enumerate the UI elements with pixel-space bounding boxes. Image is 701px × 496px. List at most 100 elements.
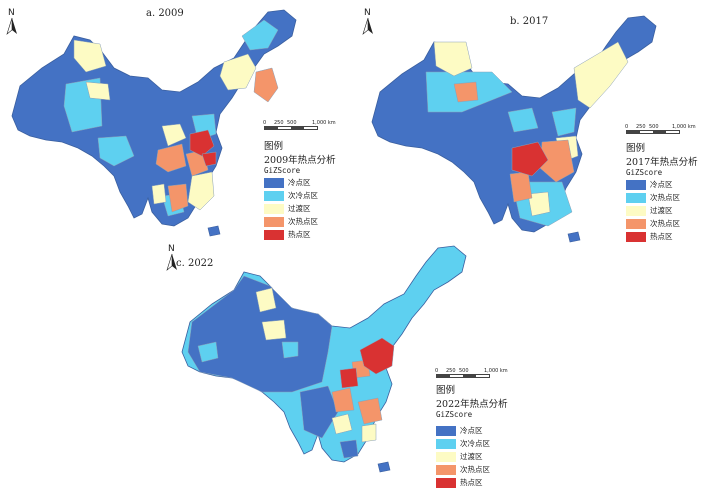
- legend-swatch: [436, 426, 456, 436]
- legend-label: 热点区: [288, 230, 311, 239]
- region-island: [567, 231, 581, 243]
- legend-title: 图例: [264, 141, 284, 152]
- region-subcold: [197, 341, 219, 363]
- region-subcold: [281, 341, 299, 359]
- legend-swatch: [436, 452, 456, 462]
- region-hot: [511, 141, 549, 177]
- scale-tick: 0: [263, 120, 267, 126]
- region-transition: [573, 41, 629, 109]
- region-transition: [331, 413, 353, 435]
- region-transition: [85, 81, 111, 101]
- scale-bar-graphic: [436, 374, 490, 378]
- north-arrow: N: [166, 244, 180, 271]
- legend-field: GiZScore: [626, 168, 663, 177]
- region-transition: [433, 41, 473, 77]
- region-cold: [339, 439, 359, 459]
- legend-swatch: [264, 230, 284, 240]
- region-cold: [187, 275, 333, 393]
- legend-subtitle: 2009年热点分析: [264, 155, 336, 166]
- scale-tick: 500: [287, 120, 297, 126]
- legend-label: 热点区: [460, 478, 483, 487]
- legend-label: 次热点区: [650, 219, 680, 228]
- north-label: N: [8, 8, 15, 18]
- choropleth-map: [371, 15, 657, 243]
- legend-label: 冷点区: [288, 178, 311, 187]
- scale-bar: 0 250 500 1,000 km: [263, 120, 336, 130]
- north-arrow-icon: [6, 17, 17, 35]
- panel-title: b. 2017: [510, 16, 549, 27]
- legend-swatch: [626, 180, 646, 190]
- legend-label: 热点区: [650, 232, 673, 241]
- scale-tick: 250: [446, 368, 456, 374]
- legend-label: 冷点区: [650, 180, 673, 189]
- scale-tick: 0: [435, 368, 439, 374]
- legend-label: 次热点区: [288, 217, 318, 226]
- choropleth-map: [181, 245, 467, 473]
- scale-tick: 250: [636, 124, 646, 130]
- scale-tick: 1,000 km: [484, 368, 508, 374]
- legend-swatch: [626, 193, 646, 203]
- region-transition: [151, 183, 167, 205]
- map-legend: 图例 2009年热点分析 GiZScore 冷点区 次冷点区 过渡区 次热点区 …: [264, 138, 354, 248]
- region-subcold: [507, 107, 539, 133]
- legend-swatch: [626, 206, 646, 216]
- region-hot: [201, 151, 217, 167]
- legend-swatch: [264, 217, 284, 227]
- map-panel-2017: N b. 2017 0 250 500 1,000 km 图例 2017年热点分…: [354, 0, 701, 255]
- region-subhot: [167, 183, 189, 213]
- region-subhot: [331, 387, 355, 413]
- legend-swatch: [436, 465, 456, 475]
- legend-swatch: [264, 204, 284, 214]
- region-subcold: [97, 135, 135, 167]
- legend-label: 次冷点区: [460, 439, 490, 448]
- map-legend: 图例 2022年热点分析 GiZScore 冷点区 次冷点区 过渡区 次热点区 …: [436, 382, 526, 494]
- scale-bar-graphic: [626, 130, 680, 134]
- region-cold: [299, 385, 339, 439]
- scale-bar-graphic: [264, 126, 318, 130]
- legend-field: GiZScore: [264, 166, 301, 175]
- legend-swatch: [436, 478, 456, 488]
- island: [207, 225, 221, 237]
- legend-swatch: [626, 232, 646, 242]
- legend-field: GiZScore: [436, 410, 473, 419]
- region-transition: [219, 53, 257, 91]
- scale-tick: 500: [649, 124, 659, 130]
- legend-label: 次热点区: [460, 465, 490, 474]
- region-hot: [339, 367, 359, 389]
- region-subhot: [253, 67, 279, 103]
- scale-tick: 0: [625, 124, 629, 130]
- region-transition: [187, 171, 215, 211]
- north-arrow: N: [362, 8, 376, 35]
- map-panel-2022: N c. 2022 0 250 500 1,000 km 图例 2022年热点分…: [160, 240, 701, 496]
- region-transition: [361, 423, 377, 443]
- north-arrow: N: [6, 8, 20, 35]
- region-subhot: [509, 171, 533, 203]
- legend-label: 冷点区: [460, 426, 483, 435]
- region-hot: [359, 337, 395, 375]
- map-legend: 图例 2017年热点分析 GiZScore 冷点区 次热点区 过渡区 次热点区 …: [626, 140, 700, 250]
- legend-subtitle: 2017年热点分析: [626, 157, 698, 168]
- legend-label: 过渡区: [460, 452, 483, 461]
- scale-tick: 1,000 km: [312, 120, 336, 126]
- region-subhot: [155, 143, 187, 173]
- legend-title: 图例: [436, 385, 456, 396]
- region-subhot: [453, 81, 479, 103]
- scale-bar: 0 250 500 1,000 km: [625, 124, 696, 134]
- region-transition: [261, 319, 287, 341]
- scale-bar: 0 250 500 1,000 km: [435, 368, 508, 378]
- north-arrow-icon: [362, 17, 373, 35]
- legend-swatch: [626, 219, 646, 229]
- panel-title: c. 2022: [176, 258, 214, 269]
- legend-label: 次冷点区: [288, 191, 318, 200]
- region-island: [377, 461, 391, 473]
- north-label: N: [168, 244, 175, 254]
- legend-label: 次热点区: [650, 193, 680, 202]
- legend-swatch: [264, 178, 284, 188]
- legend-subtitle: 2022年热点分析: [436, 399, 508, 410]
- legend-label: 过渡区: [288, 204, 311, 213]
- choropleth-map: [11, 9, 297, 237]
- region-subcold: [551, 107, 577, 137]
- panel-title: a. 2009: [146, 8, 184, 19]
- region-transition: [73, 39, 107, 73]
- scale-tick: 500: [459, 368, 469, 374]
